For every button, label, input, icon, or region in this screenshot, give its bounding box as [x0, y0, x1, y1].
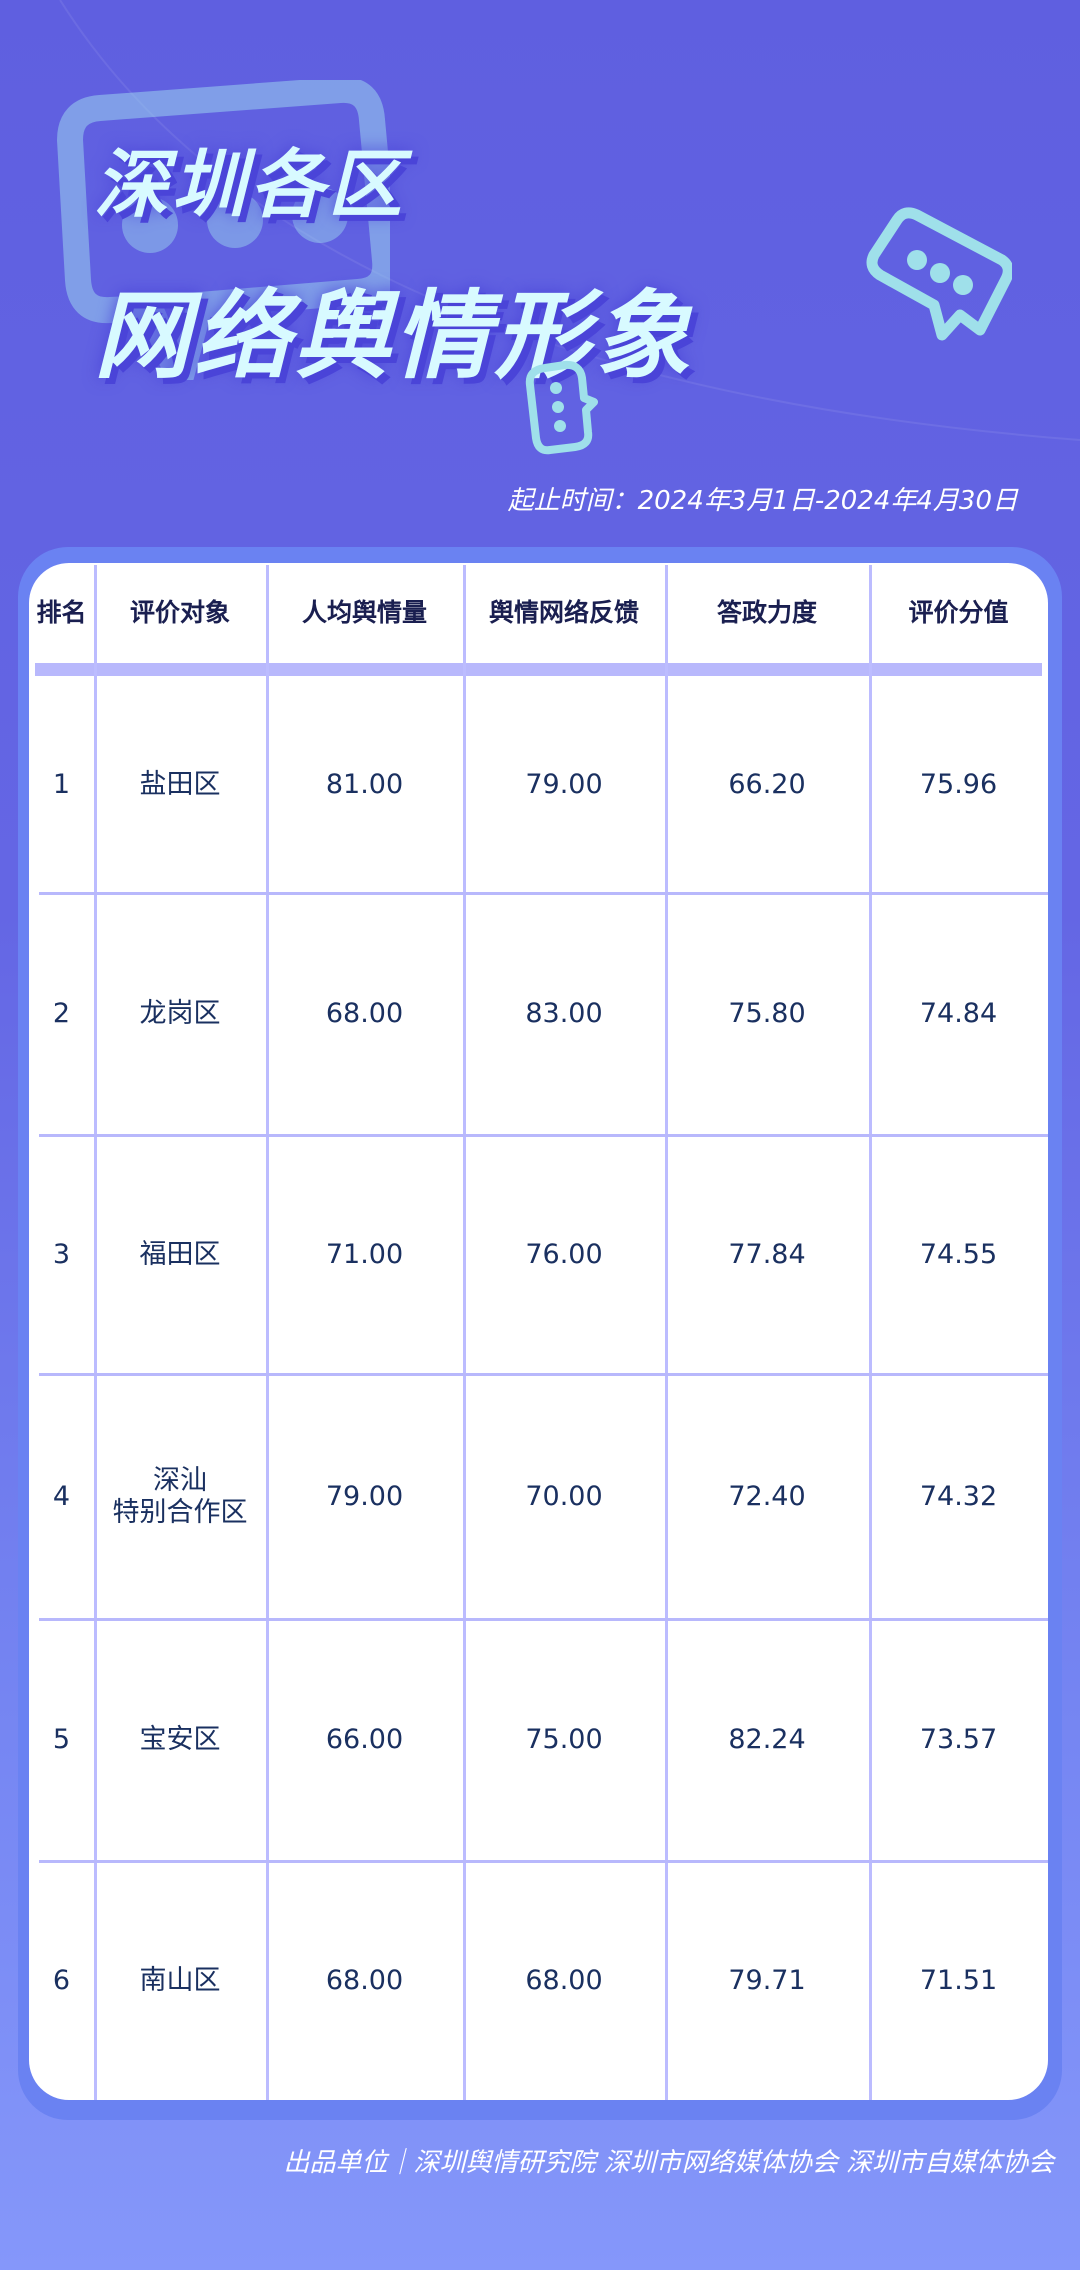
table-cell: 77.84	[728, 1238, 806, 1270]
row-divider	[39, 1134, 1048, 1137]
column-header: 舆情网络反馈	[488, 597, 639, 627]
title-line1: 深圳各区	[94, 142, 406, 228]
table-cell: 盐田区	[139, 768, 221, 800]
column-divider	[94, 565, 97, 2100]
column-divider	[869, 565, 872, 2100]
chat-bubble-icon	[866, 207, 1012, 341]
table-cell: 81.00	[325, 768, 404, 800]
column-header: 评价对象	[129, 597, 230, 627]
table-cell: 72.40	[728, 1480, 806, 1512]
table-cell: 66.20	[728, 768, 806, 800]
column-header: 人均舆情量	[301, 597, 427, 627]
table-cell: 73.57	[919, 1724, 998, 1756]
title-line2: 网络舆情形象	[94, 280, 694, 392]
table-cell: 82.24	[728, 1724, 806, 1756]
row-divider	[39, 892, 1048, 895]
table-cell: 71.51	[919, 1964, 998, 1996]
table-cell: 74.84	[919, 998, 998, 1030]
table-cell: 1	[52, 768, 71, 800]
table-cell: 74.32	[919, 1480, 998, 1512]
header-divider	[35, 663, 1042, 676]
table-cell: 68.00	[325, 998, 404, 1030]
column-header: 评价分值	[908, 597, 1009, 627]
table-cell: 79.00	[325, 1480, 404, 1512]
table-cell: 68.00	[325, 1964, 404, 1996]
table-cell: 75.96	[919, 768, 998, 800]
table-cell: 龙岗区	[139, 998, 221, 1030]
table-cell: 79.71	[728, 1964, 806, 1996]
row-divider	[39, 1618, 1048, 1621]
table-cell: 79.00	[525, 768, 603, 800]
table-cell: 5	[52, 1724, 71, 1756]
row-divider	[39, 1373, 1048, 1376]
chat-bubble-large-icon	[56, 80, 390, 380]
ranking-table: 排名 评价对象 人均舆情量 舆情网络反馈 答政力度 评价分值 1 盐田区 81.00 79.00 6…	[29, 563, 1048, 2100]
table-cell: 71.00	[325, 1238, 404, 1270]
column-divider	[463, 565, 466, 2100]
table-cell: 75.80	[728, 998, 806, 1030]
table-cell: 4	[52, 1480, 71, 1512]
table-cell: 66.00	[325, 1724, 404, 1756]
footer-credits: 出品单位｜深圳舆情研究院 深圳市网络媒体协会 深圳市自媒体协会	[283, 2148, 1054, 2178]
table-cell: 70.00	[525, 1480, 603, 1512]
table-cell: 宝安区	[139, 1724, 221, 1756]
table-cell: 76.00	[525, 1238, 603, 1270]
date-range: 起止时间：2024年3月1日-2024年4月30日	[507, 486, 1018, 516]
table-cell: 75.00	[525, 1724, 603, 1756]
table-cell: 福田区	[139, 1238, 221, 1270]
chat-bubble-small-icon	[525, 360, 598, 455]
table-cell: 2	[52, 998, 71, 1030]
table-cell: 3	[52, 1238, 71, 1270]
table-cell: 74.55	[919, 1238, 998, 1270]
table-cell: 深汕 特别合作区	[112, 1465, 248, 1528]
column-divider	[266, 565, 269, 2100]
table-cell: 68.00	[525, 1964, 603, 1996]
table-cell: 83.00	[525, 998, 603, 1030]
table-cell: 南山区	[139, 1964, 221, 1996]
column-divider	[665, 565, 668, 2100]
table-cell: 6	[52, 1964, 71, 1996]
column-header: 排名	[36, 597, 87, 627]
column-header: 答政力度	[716, 597, 817, 627]
row-divider	[39, 1860, 1048, 1863]
